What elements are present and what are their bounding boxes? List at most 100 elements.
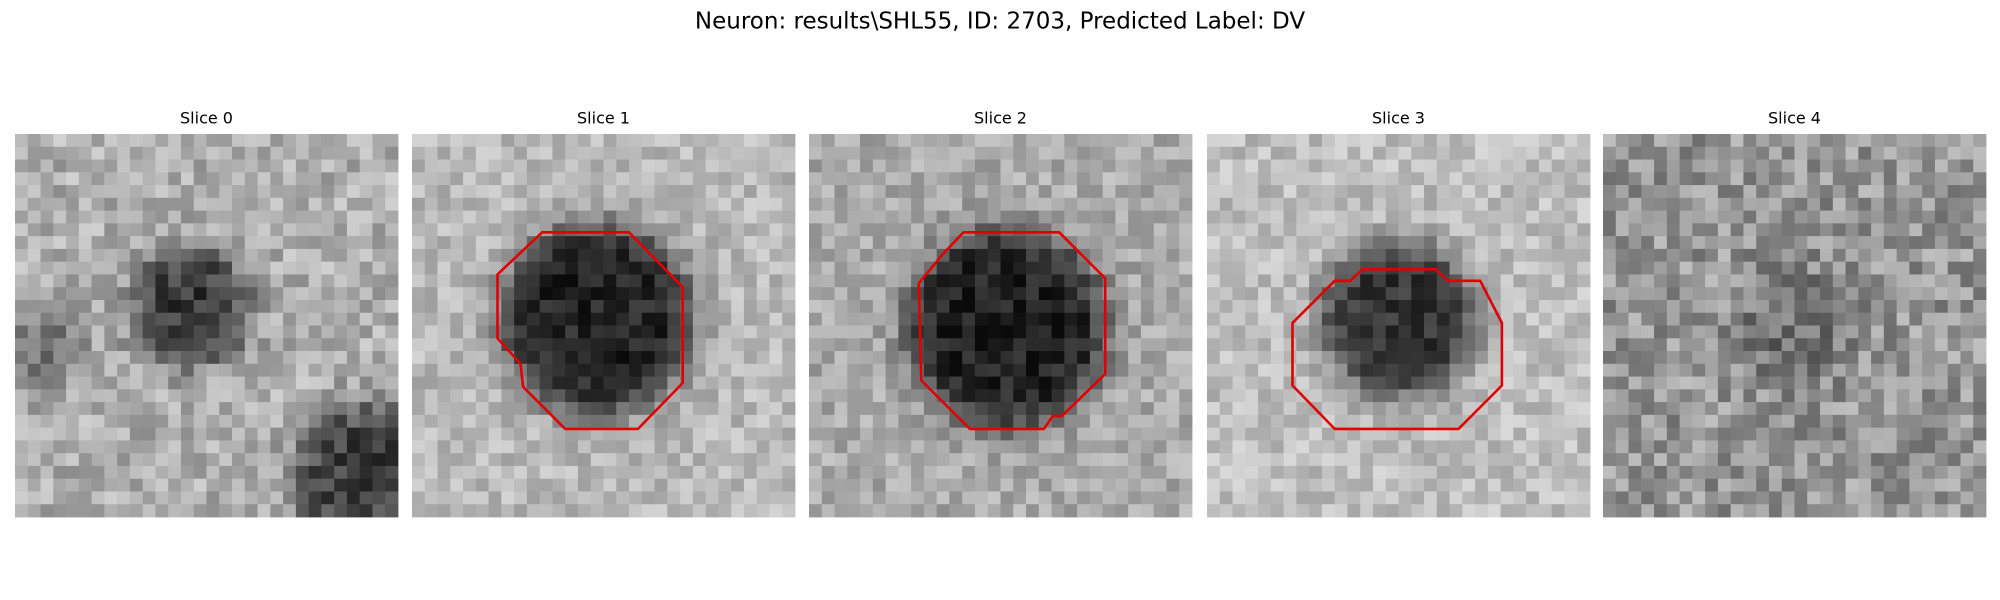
pixel [974,440,989,454]
pixel [346,312,361,326]
pixel [1475,453,1489,467]
pixel [1922,223,1936,237]
pixel [270,210,284,224]
pixel [539,465,553,480]
pixel [616,159,630,173]
pixel [577,491,592,505]
pixel [244,325,258,339]
pixel [1551,427,1565,441]
pixel [872,172,886,186]
pixel [488,287,502,301]
pixel [1372,491,1387,505]
pixel [334,414,348,429]
pixel [168,389,182,403]
pixel [308,427,322,441]
pixel [424,159,438,173]
pixel [1820,312,1834,326]
pixel [1947,478,1961,492]
pixel [1871,351,1885,365]
pixel [1051,210,1065,224]
pixel [346,465,361,480]
pixel [860,478,874,492]
pixel [898,440,912,454]
pixel [1232,363,1246,377]
pixel [501,363,515,377]
pixel [1500,351,1514,365]
pixel [1692,261,1706,275]
pixel [1781,312,1795,326]
pixel [1960,338,1974,352]
pixel [463,427,477,441]
pixel [1245,134,1259,148]
pixel [27,197,41,211]
pixel [872,248,886,263]
pixel [911,159,925,173]
pixel [437,338,451,352]
pixel [1166,465,1180,480]
pixel [1064,223,1078,237]
pixel [756,248,770,263]
pixel [526,172,541,186]
pixel [1628,363,1642,377]
pixel [1896,236,1910,250]
pixel [1436,261,1450,275]
pixel [1128,287,1142,301]
pixel [1207,453,1221,467]
pixel [1411,338,1425,352]
pixel [168,197,182,211]
pixel [577,261,592,275]
pixel [321,159,335,173]
pixel [155,414,169,429]
pixel [782,491,796,505]
pixel [1462,210,1476,224]
pixel [1013,491,1027,505]
pixel [1500,491,1514,505]
pixel [1705,427,1719,441]
pixel [463,363,477,377]
pixel [488,504,502,518]
pixel [1781,402,1795,416]
pixel [1487,338,1502,352]
pixel [1603,172,1617,186]
pixel [385,465,399,480]
pixel [1475,159,1489,173]
pixel [308,453,322,467]
pixel [514,338,528,352]
pixel [911,197,925,211]
pixel [680,274,694,288]
pixel [206,427,220,441]
pixel [168,223,182,237]
pixel [577,287,592,301]
pixel [1717,134,1732,148]
pixel [1245,172,1259,186]
pixel [1000,274,1014,288]
pixel [1321,159,1336,173]
pixel [1296,134,1310,148]
pixel [1832,338,1846,352]
pixel [1577,312,1591,326]
pixel [1115,134,1129,148]
pixel [1166,440,1180,454]
pixel [91,312,105,326]
pixel [1845,159,1859,173]
pixel [692,159,707,173]
pixel [450,453,464,467]
pixel [1960,287,1974,301]
pixel [424,376,438,390]
pixel [821,465,835,480]
pixel [1128,197,1142,211]
pixel [1973,402,1987,416]
pixel [219,236,233,250]
pixel [1781,159,1795,173]
pixel [117,299,131,314]
pixel [27,261,41,275]
pixel [1283,185,1297,199]
pixel [539,376,553,390]
pixel [680,414,694,429]
pixel [885,312,899,326]
pixel [641,134,655,148]
pixel [168,504,182,518]
pixel [1140,402,1155,416]
pixel [1922,351,1936,365]
pixel [1871,287,1885,301]
